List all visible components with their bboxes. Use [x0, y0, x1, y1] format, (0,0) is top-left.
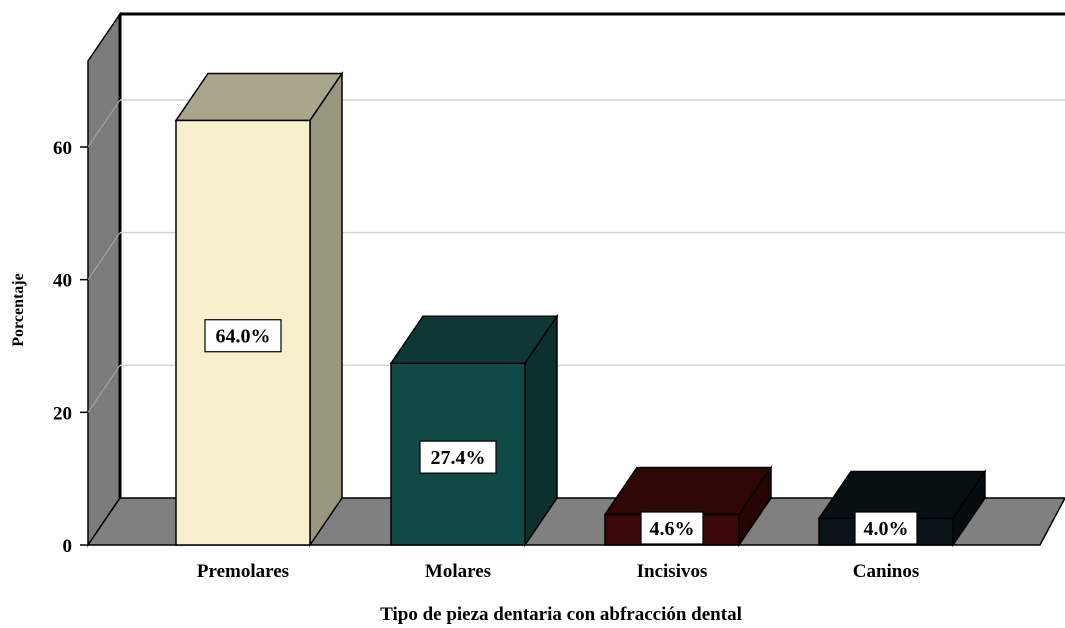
bar-side-face: [309, 71, 343, 548]
data-label: 27.4%: [419, 440, 497, 474]
data-label-text: 4.0%: [864, 518, 909, 540]
y-tick-label: 40: [53, 271, 72, 292]
data-label-text: 4.6%: [650, 518, 695, 540]
data-label-text: 27.4%: [431, 447, 486, 469]
y-axis-ticks: 0 20 40 60: [53, 138, 88, 557]
y-axis-title: Porcentaje: [10, 273, 27, 346]
side-gridline: [87, 99, 121, 148]
data-label: 4.0%: [854, 511, 918, 545]
bar-caninos: 4.0%: [817, 469, 987, 548]
y-tick-label: 0: [63, 536, 73, 557]
y-tick-label: 20: [53, 403, 72, 424]
data-label: 4.6%: [640, 511, 704, 545]
side-wall: [87, 11, 121, 548]
data-label-box: [419, 440, 497, 474]
data-label: 64.0%: [204, 319, 282, 353]
y-tick-label: 60: [53, 138, 72, 159]
data-label-box: [854, 511, 918, 545]
bars: 64.0% 27.4% 4.6% 4.0%: [174, 71, 987, 548]
side-gridline: [87, 365, 121, 413]
x-axis-title: Tipo de pieza dentaria con abfracción de…: [380, 604, 742, 625]
x-category-label: Premolares: [197, 561, 289, 582]
x-category-label: Incisivos: [637, 561, 708, 582]
bar-incisivos: 4.6%: [603, 465, 773, 548]
side-gridline: [87, 232, 121, 280]
x-category-label: Caninos: [853, 561, 920, 582]
data-label-box: [640, 511, 704, 545]
x-category-label: Molares: [425, 561, 491, 582]
data-label-text: 64.0%: [216, 326, 271, 348]
x-axis-categories: Premolares Molares Incisivos Caninos: [197, 561, 919, 582]
bar-molares: 27.4%: [389, 313, 559, 548]
data-label-box: [204, 319, 282, 353]
bar-premolares: 64.0%: [174, 71, 344, 548]
